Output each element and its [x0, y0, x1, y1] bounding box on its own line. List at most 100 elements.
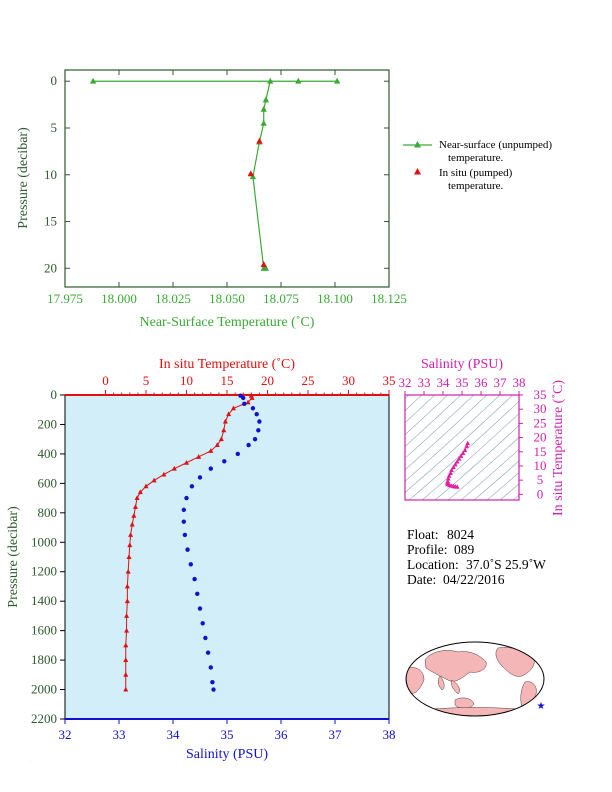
- pressure-tick-label: 1200: [31, 564, 57, 579]
- salinity-point: [181, 519, 186, 524]
- density-contour: [421, 413, 519, 500]
- temperature-point: [171, 465, 177, 471]
- salinity-point: [254, 411, 259, 417]
- ts-point: [451, 464, 456, 470]
- pressure-tick-label: 600: [38, 475, 58, 490]
- near-surface-point: [262, 96, 270, 103]
- ts-point: [454, 459, 460, 464]
- salinity-point: [235, 451, 240, 457]
- top-legend: Near-surface (unpumped) temperature. In …: [403, 139, 552, 192]
- density-contour: [405, 395, 488, 471]
- map-outline: [405, 641, 545, 717]
- top-y-tick-label: 10: [44, 167, 57, 182]
- top-plot-frame: [64, 69, 390, 288]
- salinity-tick-label: 37: [329, 727, 343, 742]
- top-y-tick-label: 15: [44, 214, 57, 229]
- ts-x-tick-label: 33: [418, 375, 431, 390]
- near-surface-point: [260, 105, 267, 112]
- temperature-point: [132, 504, 138, 509]
- density-contour: [405, 395, 514, 493]
- salinity-point: [241, 395, 246, 401]
- temperature-point: [126, 554, 132, 559]
- density-contour: [405, 395, 436, 424]
- ts-x-tick-label: 38: [513, 375, 526, 390]
- profile-plot-background: [65, 395, 389, 719]
- ts-point: [446, 473, 452, 478]
- in-situ-point: [247, 170, 254, 177]
- salinity-tick-label: 34: [167, 727, 181, 742]
- map-landmasses: [406, 645, 541, 716]
- ts-plot-background: [405, 395, 519, 500]
- temperature-point: [208, 448, 214, 453]
- temperature-point: [124, 613, 130, 618]
- ts-x-tick-label: 35: [456, 375, 469, 390]
- salinity-point: [200, 621, 205, 626]
- salinity-point: [197, 475, 203, 480]
- salinity-tick-label: 35: [221, 727, 234, 742]
- temperature-point: [123, 672, 129, 677]
- pressure-tick-label: 2000: [31, 682, 57, 697]
- ts-point: [462, 447, 468, 453]
- temp-tick-label: 0: [102, 373, 109, 388]
- ts-x-tick-label: 32: [399, 375, 412, 390]
- temp-tick-label: 30: [342, 373, 355, 388]
- temperature-point: [124, 598, 130, 604]
- salinity-point: [211, 687, 216, 692]
- float-info: Float: 8024 Profile: 089 Location: 37.0˚…: [407, 527, 546, 587]
- temperature-point: [245, 399, 251, 405]
- temperature-point: [226, 411, 232, 417]
- temp-tick-label: 10: [180, 373, 193, 388]
- top-x-axis-label: Near-Surface Temperature (˚C): [140, 315, 315, 330]
- salinity-point: [208, 665, 213, 670]
- density-contour: [405, 395, 449, 436]
- pressure-tick-label: 0: [51, 387, 58, 402]
- pressure-tick-label: 800: [38, 505, 58, 520]
- near-surface-line: [93, 80, 338, 269]
- salinity-point: [189, 484, 195, 489]
- temperature-point: [221, 427, 227, 433]
- salinity-point: [205, 650, 211, 655]
- float-value: 8024: [447, 527, 474, 542]
- date-label: Date:: [407, 572, 436, 587]
- salinity-point: [184, 495, 189, 501]
- temperature-point: [137, 489, 143, 495]
- top-y-tick-label: 5: [51, 120, 58, 135]
- temperature-point: [123, 642, 129, 648]
- ts-x-tick-label: 34: [437, 375, 451, 390]
- temperature-point: [128, 532, 134, 537]
- temperature-point: [230, 405, 236, 411]
- temperature-point: [222, 418, 228, 424]
- temperature-point: [129, 521, 135, 527]
- legend-in-situ-line1: In situ (pumped): [439, 167, 513, 179]
- pressure-tick-label: 1600: [31, 623, 57, 638]
- temperature-point: [143, 483, 149, 489]
- legend-red-triangle-icon: [414, 168, 421, 175]
- in-situ-point: [260, 261, 267, 268]
- float-label: Float:: [407, 527, 439, 542]
- profile-y-axis-label: Pressure (decibar): [6, 506, 21, 608]
- density-contour: [499, 483, 519, 500]
- temperature-point: [183, 459, 190, 465]
- ts-point: [464, 443, 470, 448]
- ts-x-tick-label: 37: [494, 375, 508, 390]
- top-x-tick-label: 18.000: [101, 291, 137, 306]
- temp-tick-label: 35: [383, 373, 396, 388]
- legend-near-surface-line2: temperature.: [448, 152, 504, 164]
- density-contour: [405, 395, 462, 447]
- density-contour: [434, 425, 519, 500]
- density-contour: [405, 395, 475, 459]
- temp-tick-label: 5: [143, 373, 150, 388]
- near-surface-point: [267, 77, 274, 84]
- near-surface-point: [295, 77, 302, 84]
- top-x-tick-label: 18.100: [317, 291, 353, 306]
- salinity-point: [197, 606, 203, 611]
- ts-point: [456, 456, 462, 461]
- salinity-point: [222, 459, 227, 464]
- salinity-axis-label: Salinity (PSU): [186, 747, 268, 762]
- near-surface-point: [89, 77, 97, 84]
- date-value: 04/22/2016: [443, 572, 505, 587]
- location-label: Location:: [407, 557, 459, 572]
- density-contour: [405, 395, 410, 399]
